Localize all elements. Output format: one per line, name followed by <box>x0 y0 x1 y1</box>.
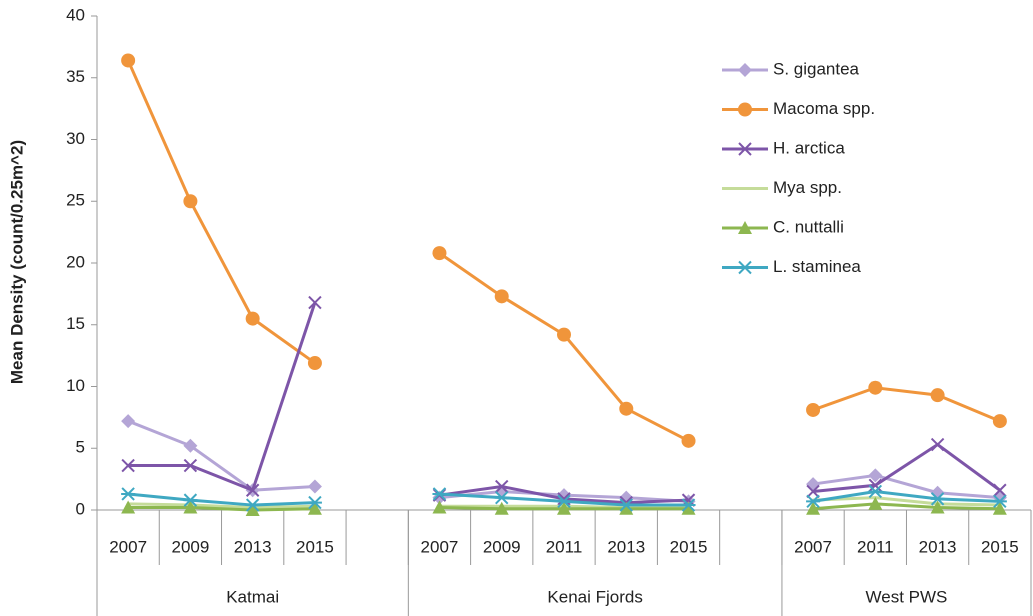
x-tick-label: 2009 <box>483 537 521 556</box>
group-label: Kenai Fjords <box>547 587 642 606</box>
point <box>738 260 752 275</box>
point <box>245 503 260 516</box>
point <box>681 498 696 512</box>
point <box>806 484 820 499</box>
x-tick-label: 2013 <box>607 537 645 556</box>
y-tick-label: 10 <box>66 376 85 395</box>
point <box>308 295 322 310</box>
x-tick-label: 2007 <box>794 537 832 556</box>
x-tick-label: 2015 <box>981 537 1019 556</box>
y-tick-label: 5 <box>76 438 85 457</box>
point <box>432 500 447 514</box>
point <box>494 501 509 515</box>
y-tick-label: 30 <box>66 129 85 148</box>
point <box>930 500 945 514</box>
x-tick-label: 2013 <box>919 537 957 556</box>
group-label: West PWS <box>866 587 948 606</box>
legend-label: Macoma spp. <box>773 99 875 118</box>
point <box>806 501 821 515</box>
point <box>738 63 752 77</box>
legend-label: Mya spp. <box>773 178 842 197</box>
y-axis-label: Mean Density (count/0.25m^2) <box>7 140 26 384</box>
point <box>806 402 821 417</box>
point <box>868 478 883 493</box>
point <box>432 246 447 261</box>
point <box>619 501 634 515</box>
point <box>245 483 260 497</box>
point <box>619 498 634 512</box>
legend-label: C. nuttalli <box>773 217 844 236</box>
legend: S. gigantea Macoma spp. H. arctica Mya spp.… <box>722 59 875 276</box>
point <box>121 500 136 514</box>
point <box>681 433 696 448</box>
point <box>183 493 198 507</box>
point <box>868 496 883 510</box>
y-tick-label: 35 <box>66 67 85 86</box>
point <box>307 479 322 494</box>
legend-label: S. gigantea <box>773 59 860 78</box>
point <box>930 437 945 452</box>
point <box>432 487 447 501</box>
x-tick-label: 2011 <box>857 537 894 556</box>
x-tick-label: 2015 <box>670 537 708 556</box>
point <box>868 468 883 483</box>
point <box>868 484 883 499</box>
point <box>738 102 752 117</box>
x-tick-label: 2013 <box>234 537 272 556</box>
legend-label: L. staminea <box>773 257 861 276</box>
point <box>494 490 509 505</box>
point <box>992 414 1007 429</box>
point <box>868 380 883 395</box>
x-tick-label: 2015 <box>296 537 334 556</box>
point <box>992 501 1007 515</box>
point <box>930 388 945 403</box>
y-tick-label: 15 <box>66 314 85 333</box>
x-tick-label: 2007 <box>421 537 459 556</box>
x-tick-label: 2009 <box>171 537 209 556</box>
point <box>557 501 571 515</box>
point <box>738 221 752 234</box>
point <box>307 356 322 371</box>
point <box>183 194 198 209</box>
point <box>930 492 945 506</box>
point <box>557 327 571 342</box>
point <box>183 458 198 473</box>
point <box>183 500 198 514</box>
point <box>245 311 260 326</box>
point <box>806 494 821 509</box>
point <box>681 501 696 515</box>
point <box>495 479 509 494</box>
legend-label: H. arctica <box>773 138 845 157</box>
point <box>121 414 136 429</box>
group-label: Katmai <box>226 587 279 606</box>
point <box>993 483 1007 497</box>
point <box>806 477 821 492</box>
y-tick-label: 0 <box>76 499 85 518</box>
point <box>245 498 260 512</box>
point <box>992 494 1007 509</box>
point <box>121 487 136 501</box>
point <box>307 495 322 510</box>
point <box>121 53 136 68</box>
point <box>121 458 135 473</box>
point <box>738 142 752 156</box>
y-tick-label: 40 <box>66 5 85 24</box>
point <box>183 438 198 453</box>
point <box>307 501 322 515</box>
point <box>494 289 509 304</box>
y-tick-label: 20 <box>66 252 85 271</box>
point <box>619 401 634 416</box>
y-tick-label: 25 <box>66 191 85 210</box>
x-tick-label: 2011 <box>546 537 583 556</box>
x-tick-label: 2007 <box>109 537 147 556</box>
point <box>557 494 571 509</box>
